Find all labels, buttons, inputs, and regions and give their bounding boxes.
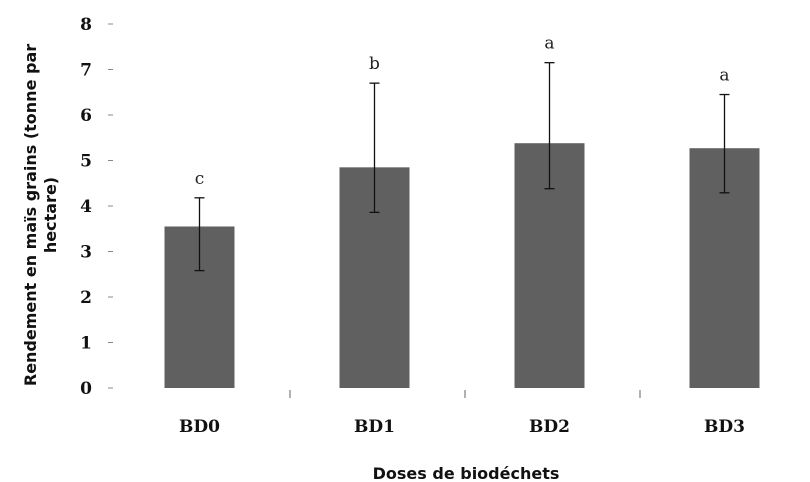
y-tick-label: 7 [80, 61, 92, 81]
significance-letter: b [369, 54, 380, 74]
y-tick-label: 5 [80, 152, 92, 172]
error-bars [194, 62, 730, 272]
significance-letter: a [544, 34, 554, 54]
y-axis-title: Rendement en maïs grains (tonne parhecta… [21, 44, 60, 386]
x-tick-label: BD3 [704, 417, 745, 437]
x-axis-title: Doses de biodéchets [373, 464, 560, 482]
y-tick-label: 1 [80, 334, 92, 354]
y-tick-label: 4 [80, 197, 92, 217]
x-axis: BD0 BD1 BD2 BD3 [179, 390, 745, 437]
x-tick-label: BD1 [354, 417, 395, 437]
significance-letter: c [195, 169, 205, 189]
x-tick-label: BD2 [529, 417, 570, 437]
x-tick-label: BD0 [179, 417, 220, 437]
y-tick-label: 0 [80, 379, 92, 399]
significance-labels: c b a a [195, 34, 730, 189]
bars [164, 143, 760, 388]
y-tick-label: 3 [80, 243, 92, 263]
y-tick-label: 2 [80, 288, 92, 308]
y-axis: 0 1 2 3 4 5 6 7 8 [80, 15, 113, 399]
y-tick-label: 6 [80, 106, 92, 126]
y-tick-label: 8 [80, 15, 92, 35]
significance-letter: a [719, 66, 729, 86]
